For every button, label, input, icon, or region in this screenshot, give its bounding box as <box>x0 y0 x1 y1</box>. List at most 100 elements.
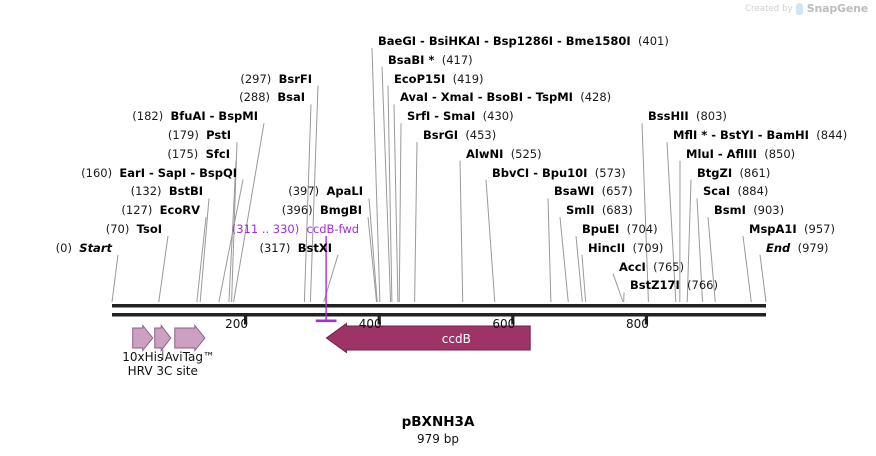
restriction-site-label: (70) TsoI <box>106 222 162 236</box>
site-position: (657) <box>601 184 633 199</box>
site-enzyme-names: BsaWI <box>554 184 595 199</box>
site-enzyme-names: BstXI <box>297 240 332 255</box>
restriction-site-label: (396) BmgBI <box>282 203 362 217</box>
site-enzyme-names: BsmI <box>714 203 746 218</box>
site-tick-line <box>414 141 418 303</box>
site-enzyme-names: BmgBI <box>319 203 362 218</box>
restriction-site-label: HincII (709) <box>588 241 663 255</box>
restriction-site-label: (297) BsrFI <box>240 72 312 86</box>
site-tick-line <box>111 254 119 303</box>
restriction-site-label: BaeGI - BsiHKAI - Bsp1286I - Bme1580I (4… <box>378 34 669 48</box>
restriction-site-label: BbvCI - Bpu10I (573) <box>492 166 626 180</box>
site-enzyme-names: AlwNI <box>466 146 504 161</box>
ruler-tick-label: 600 <box>492 317 516 331</box>
site-tick-line <box>387 85 393 303</box>
restriction-site-label: (127) EcoRV <box>121 203 200 217</box>
site-position: (803) <box>695 109 727 124</box>
site-tick-line <box>368 198 378 303</box>
site-position: (70) <box>105 222 130 236</box>
site-tick-line <box>199 198 210 303</box>
restriction-site-label: MluI - AflIII (850) <box>686 147 795 161</box>
plasmid-name: pBXNH3A <box>401 414 475 430</box>
restriction-site-label: BssHII (803) <box>648 109 727 123</box>
site-enzyme-names: BstBI <box>168 184 203 199</box>
site-position: (317) <box>259 240 291 255</box>
feature-arrow-label: ccdB <box>441 332 471 346</box>
restriction-site-label: AccI (765) <box>619 260 684 274</box>
site-enzyme-names: AccI <box>619 259 646 274</box>
site-tick-line <box>459 160 464 303</box>
primer-bar <box>315 319 337 323</box>
site-position: (297) <box>240 71 272 86</box>
watermark-brand-label: SnapGene <box>806 2 868 15</box>
ruler <box>244 316 649 325</box>
site-enzyme-names: BtgZI <box>697 165 733 180</box>
restriction-site-label: BsmI (903) <box>714 203 784 217</box>
site-position: (844) <box>816 128 848 142</box>
site-enzyme-names: MspA1I <box>749 222 797 236</box>
site-tick-line <box>309 85 319 303</box>
primer-range: (311 .. 330) <box>231 222 300 236</box>
site-tick-line <box>559 217 569 303</box>
site-position: (766) <box>687 278 718 293</box>
site-tick-line <box>233 123 265 303</box>
backbone-bottom-strand <box>112 313 766 317</box>
site-tick-line <box>231 141 238 303</box>
restriction-site-label: SmlI (683) <box>566 203 633 217</box>
ruler-tick-label: 200 <box>225 317 249 331</box>
feature-arrow <box>325 322 531 354</box>
restriction-site-label: BsaWI (657) <box>554 184 633 198</box>
site-tick-line <box>759 254 767 303</box>
site-enzyme-names: PstI <box>206 128 231 142</box>
site-tick-line <box>666 141 677 303</box>
plasmid-title-block: pBXNH3A 979 bp <box>0 414 876 446</box>
site-enzyme-names: ApaLI <box>326 184 364 199</box>
restriction-site-label: (397) ApaLI <box>288 184 363 198</box>
site-position: (127) <box>121 203 153 218</box>
restriction-site-label: (175) SfcI <box>167 147 230 161</box>
site-tick-line <box>547 198 552 303</box>
feature-arrow <box>154 324 172 352</box>
site-position: (453) <box>465 128 497 142</box>
site-enzyme-names: MluI - AflIII <box>686 146 757 161</box>
site-enzyme-names: EcoP15I <box>394 71 446 86</box>
site-tick-line <box>707 217 716 303</box>
restriction-site-label: (288) BsaI <box>239 90 305 104</box>
restriction-site-label: MspA1I (957) <box>749 222 835 236</box>
site-enzyme-names: BpuEI <box>582 222 620 236</box>
feature-arrows <box>132 322 531 360</box>
site-position: (573) <box>594 165 626 180</box>
site-tick-line <box>158 235 169 303</box>
restriction-site-label: BpuEI (704) <box>582 222 658 236</box>
site-position: (397) <box>288 184 320 199</box>
ruler-tick-label: 800 <box>625 317 649 331</box>
site-enzyme-names: BstZ17I <box>630 278 680 293</box>
site-enzyme-names: BsaBI * <box>388 52 435 67</box>
restriction-site-label: ScaI (884) <box>703 184 768 198</box>
site-enzyme-names: ScaI <box>703 184 731 199</box>
watermark-created-by-label: Created by <box>744 3 793 14</box>
restriction-site-label: BsrGI (453) <box>423 128 496 142</box>
restriction-site-label: BsaBI * (417) <box>388 53 473 67</box>
site-position: (704) <box>626 222 658 236</box>
site-enzyme-names: BsrGI <box>423 128 458 142</box>
ruler-tick <box>511 316 515 325</box>
site-position: (179) <box>167 128 199 142</box>
site-tick-line <box>393 104 399 303</box>
site-position: (428) <box>580 90 612 105</box>
site-enzyme-names: SrfI - SmaI <box>407 109 476 124</box>
site-tick-line <box>581 254 587 303</box>
site-position: (430) <box>482 109 514 124</box>
site-enzyme-names: AvaI - XmaI - BsoBI - TspMI <box>400 90 573 105</box>
snapgene-logo-icon <box>795 2 804 15</box>
site-tick-line <box>686 179 692 303</box>
site-enzyme-names: BssHII <box>648 109 689 124</box>
feature-label: AviTag™ <box>164 350 215 364</box>
feature-label: 10xHis <box>122 350 164 364</box>
site-tick-line <box>742 235 752 303</box>
plasmid-backbone <box>112 304 766 317</box>
site-tick-line <box>367 217 378 303</box>
site-position: (903) <box>753 203 785 218</box>
site-position: (182) <box>132 109 164 124</box>
